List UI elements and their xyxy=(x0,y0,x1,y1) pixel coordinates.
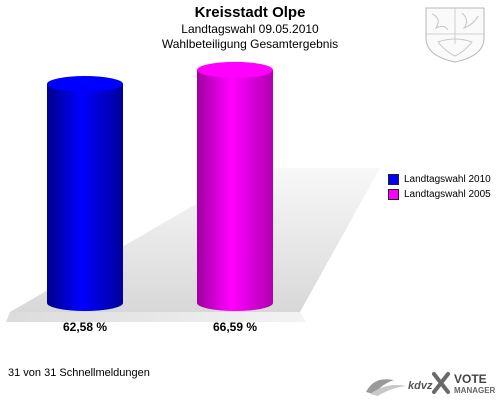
chart-title: Kreisstadt Olpe xyxy=(194,4,306,21)
bar-2010 xyxy=(47,75,123,311)
bar-body-2005 xyxy=(197,69,273,311)
chart-floor-base xyxy=(6,312,306,322)
coat-of-arms-icon xyxy=(425,7,485,63)
bar-2005 xyxy=(197,61,273,311)
legend-swatch-2010 xyxy=(388,174,399,185)
report-status: 31 von 31 Schnellmeldungen xyxy=(8,367,150,379)
brand-kdvz: kdvz xyxy=(408,380,433,392)
brand-vote: VOTE xyxy=(454,372,487,386)
chart-titles: Kreisstadt Olpe Landtagswahl 09.05.2010 … xyxy=(0,4,500,52)
chart-legend: Landtagswahl 2010 Landtagswahl 2005 xyxy=(388,172,491,202)
brand-manager: MANAGER xyxy=(454,386,496,395)
legend-item-2010: Landtagswahl 2010 xyxy=(388,172,491,187)
bar-body-2010 xyxy=(47,83,123,311)
legend-item-2005: Landtagswahl 2005 xyxy=(388,187,491,202)
value-label-2010: 62,58 % xyxy=(63,320,107,334)
legend-swatch-2005 xyxy=(388,189,399,200)
votemanager-logo-icon: kdvz VOTE MANAGER xyxy=(366,372,496,396)
value-label-2005: 66,59 % xyxy=(213,320,257,334)
legend-label-2005: Landtagswahl 2005 xyxy=(404,189,491,200)
bar-cap-2010 xyxy=(47,75,123,92)
chart-subtitle-turnout: Wahlbeteiligung Gesamtergebnis xyxy=(161,37,339,51)
legend-label-2010: Landtagswahl 2010 xyxy=(404,174,491,185)
bar-cap-2005 xyxy=(197,61,273,78)
chart-subtitle-election: Landtagswahl 09.05.2010 xyxy=(181,22,319,36)
